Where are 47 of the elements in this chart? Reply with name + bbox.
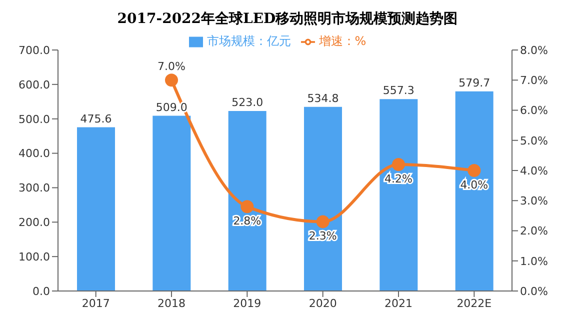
- y-tick-label: 700.0: [18, 44, 50, 57]
- y-tick-label: 0.0: [32, 284, 50, 298]
- data-label: 2.8%: [233, 214, 262, 228]
- y-tick-label: 400.0: [18, 147, 50, 160]
- y2-tick-label: 7.0%: [520, 74, 548, 88]
- y2-tick-label: 4.0%: [520, 164, 548, 178]
- data-label: 523.0: [232, 96, 264, 109]
- data-label: 7.0%: [158, 60, 186, 74]
- y2-tick-label: 3.0%: [520, 194, 548, 208]
- data-label: 4.2%: [384, 172, 412, 186]
- bar: [152, 116, 191, 291]
- y2-tick-label: 5.0%: [520, 134, 548, 148]
- point: [468, 164, 481, 177]
- bar: [77, 127, 115, 291]
- point: [392, 158, 405, 171]
- y2-tick-label: 0.0%: [520, 284, 548, 298]
- data-label: 475.6: [80, 112, 112, 126]
- bar: [380, 99, 418, 291]
- data-label: 557.3: [382, 84, 414, 98]
- legend-label: 市场规模：亿元: [206, 34, 291, 48]
- x-tick-label: 2018: [158, 296, 186, 310]
- point: [240, 200, 254, 214]
- x-tick-label: 2019: [233, 296, 262, 310]
- y-tick-label: 500.0: [18, 112, 50, 126]
- chart-title: 2017-2022年全球LED移动照明市场规模预测趋势图: [116, 10, 459, 28]
- x-tick-label: 2022E: [456, 296, 492, 310]
- y-tick-label: 100.0: [18, 250, 50, 264]
- x-tick-label: 2020: [308, 296, 337, 310]
- y-tick-label: 200.0: [18, 216, 50, 230]
- data-label: 579.7: [458, 76, 490, 90]
- y-tick-label: 300.0: [18, 182, 50, 195]
- legend-label: 增速：%: [318, 34, 366, 48]
- data-label: 534.8: [307, 92, 339, 105]
- y2-tick-label: 6.0%: [520, 104, 548, 118]
- y2-tick-label: 8.0%: [520, 44, 548, 57]
- y2-tick-label: 1.0%: [520, 254, 548, 268]
- bar: [455, 91, 494, 291]
- bar: [304, 106, 342, 291]
- point: [316, 215, 330, 228]
- data-label: 4.0%: [460, 178, 488, 192]
- y2-tick-label: 2.0%: [520, 224, 548, 238]
- point: [165, 74, 178, 87]
- x-tick-label: 2017: [82, 296, 110, 310]
- bar: [228, 110, 266, 291]
- y-tick-label: 600.0: [18, 78, 50, 92]
- x-tick-label: 2021: [384, 296, 412, 310]
- data-label: 2.3%: [308, 230, 337, 243]
